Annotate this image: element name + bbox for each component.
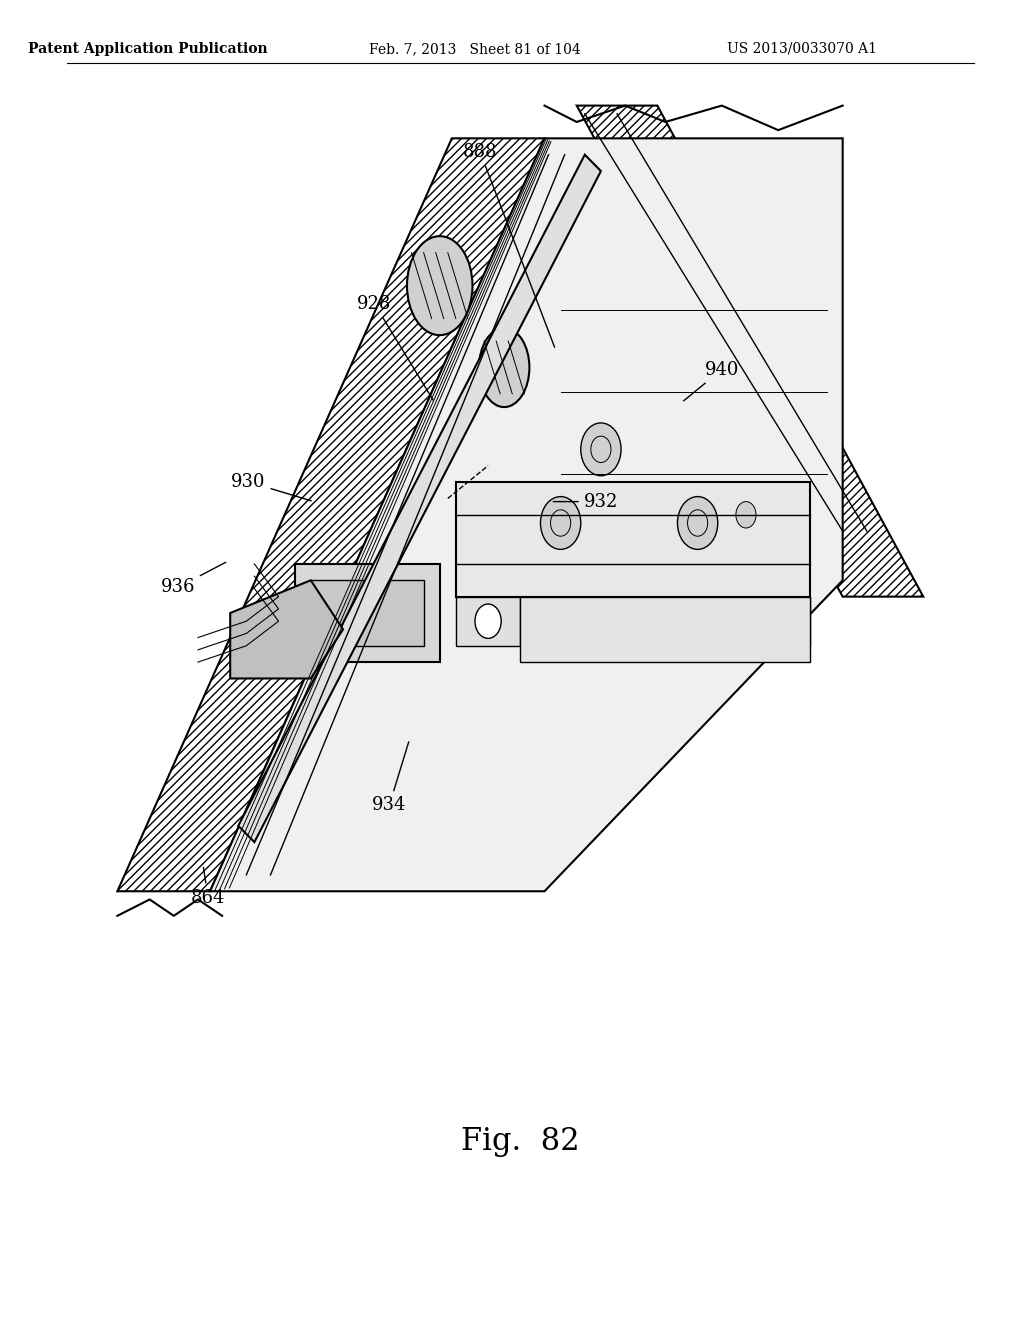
Polygon shape	[456, 597, 520, 645]
Text: Fig.  82: Fig. 82	[461, 1126, 580, 1158]
Text: 932: 932	[553, 492, 618, 511]
Text: 936: 936	[161, 562, 225, 597]
Polygon shape	[577, 106, 924, 597]
Polygon shape	[311, 581, 424, 645]
Text: 940: 940	[684, 360, 739, 401]
Text: US 2013/0033070 A1: US 2013/0033070 A1	[727, 42, 878, 55]
Circle shape	[765, 605, 792, 639]
Circle shape	[736, 502, 756, 528]
Polygon shape	[295, 564, 439, 663]
Text: Feb. 7, 2013   Sheet 81 of 104: Feb. 7, 2013 Sheet 81 of 104	[369, 42, 581, 55]
Polygon shape	[456, 482, 810, 597]
Circle shape	[678, 496, 718, 549]
Text: 934: 934	[372, 742, 409, 814]
Polygon shape	[118, 139, 545, 891]
Polygon shape	[230, 581, 343, 678]
Text: 888: 888	[463, 143, 555, 347]
Circle shape	[541, 496, 581, 549]
Polygon shape	[520, 597, 810, 663]
Text: 928: 928	[357, 294, 433, 400]
Ellipse shape	[407, 236, 472, 335]
Circle shape	[581, 422, 622, 475]
Polygon shape	[745, 597, 810, 645]
Text: Patent Application Publication: Patent Application Publication	[28, 42, 267, 55]
Circle shape	[475, 605, 501, 639]
Text: 864: 864	[190, 867, 225, 907]
Ellipse shape	[479, 327, 529, 407]
Text: 930: 930	[231, 473, 311, 500]
Polygon shape	[239, 154, 601, 842]
Polygon shape	[210, 139, 843, 891]
